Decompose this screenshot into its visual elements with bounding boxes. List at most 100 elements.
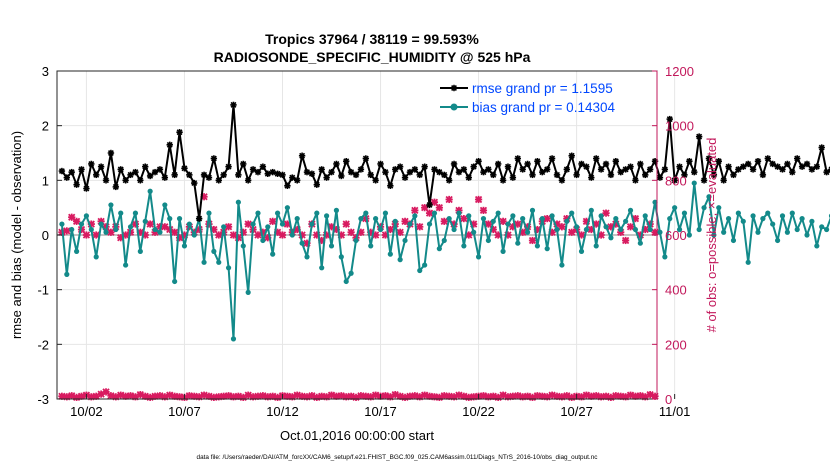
rmse-point (622, 166, 629, 173)
bias-point (83, 213, 90, 219)
rmse-point (166, 141, 173, 148)
obs-possible-marker (411, 206, 419, 215)
rmse-point (392, 166, 399, 173)
rmse-point (676, 163, 683, 170)
y-left-tick-label: 0 (42, 228, 49, 243)
rmse-point (210, 155, 218, 162)
bias-point (324, 213, 330, 219)
rmse-point (93, 171, 100, 179)
rmse-point (308, 170, 316, 177)
obs-possible-marker (528, 236, 537, 245)
rmse-point (455, 168, 463, 176)
bias-point (779, 213, 786, 219)
bias-point (118, 210, 124, 216)
rmse-point (470, 163, 477, 170)
rmse-point (421, 163, 428, 170)
y-left-tick-label: -2 (37, 337, 49, 352)
bias-point (515, 240, 521, 246)
data-file-footer: data file: /Users/raeder/DAI/ATM_forcXX/… (197, 454, 599, 461)
rmse-point (387, 182, 394, 189)
bias-point (392, 218, 398, 224)
bias-point (711, 232, 717, 238)
rmse-point (88, 160, 95, 168)
obs-possible-marker (484, 220, 493, 228)
bias-point (794, 226, 800, 233)
bias-point (186, 221, 192, 227)
rmse-point (784, 160, 791, 168)
rmse-point (406, 168, 414, 176)
rmse-point (543, 166, 551, 173)
obs-possible-marker (621, 236, 630, 245)
obs-possible-marker (479, 206, 488, 215)
bias-point (735, 210, 741, 216)
bias-point (294, 216, 300, 222)
obs-evaluated-marker (523, 392, 532, 400)
rmse-point (107, 149, 115, 157)
rmse-point (818, 144, 825, 151)
bias-point (510, 213, 516, 219)
rmse-point (769, 160, 776, 168)
bias-point (691, 180, 697, 186)
bias-point (211, 248, 217, 254)
bias-point (113, 226, 119, 233)
rmse-point (230, 101, 237, 109)
bias-point (98, 221, 104, 227)
rmse-point (362, 155, 370, 162)
chart-title-line2: RADIOSONDE_SPECIFIC_HUMIDITY @ 525 hPa (214, 49, 531, 65)
bias-point (809, 218, 815, 224)
rmse-point (58, 167, 66, 175)
bias-point (578, 248, 585, 254)
bias-point (289, 232, 295, 238)
bias-point (59, 221, 65, 227)
rmse-point (426, 201, 433, 209)
rmse-point (529, 171, 536, 179)
rmse-point (661, 166, 669, 173)
rmse-point (813, 163, 821, 170)
bias-point (167, 216, 173, 222)
rmse-point (744, 160, 752, 168)
bias-point (637, 240, 643, 246)
rmse-point (798, 163, 806, 170)
rmse-point (215, 177, 222, 184)
rmse-point (176, 129, 183, 136)
rmse-point (102, 177, 110, 184)
y-right-tick-label: 1000 (665, 119, 694, 134)
bias-point (162, 202, 168, 208)
rmse-point (244, 177, 252, 184)
rmse-point (372, 177, 379, 184)
rmse-point (289, 174, 296, 181)
rmse-point (338, 172, 345, 180)
plot-data-layer (57, 101, 830, 401)
bias-point (686, 232, 692, 238)
obs-possible-marker (269, 217, 277, 225)
bias-point (466, 213, 472, 219)
bias-point (662, 254, 668, 260)
bias-point (730, 237, 737, 244)
rmse-point (691, 168, 698, 176)
bias-point (623, 218, 629, 224)
bias-point (69, 226, 75, 233)
rmse-point (808, 166, 816, 173)
bias-point (534, 243, 540, 249)
rmse-point (225, 163, 232, 170)
bias-point (569, 210, 575, 216)
bias-point (524, 229, 531, 235)
rmse-point (793, 155, 801, 162)
obs-possible-marker (63, 227, 71, 235)
rmse-point (171, 171, 178, 179)
rmse-point (97, 163, 105, 170)
bias-point (451, 226, 457, 233)
bias-point (172, 278, 178, 285)
y-left-tick-label: 3 (42, 64, 49, 79)
bias-point (137, 248, 143, 254)
rmse-point (347, 168, 355, 176)
rmse-point (161, 174, 169, 181)
rmse-point (597, 166, 605, 173)
rmse-point (200, 171, 208, 179)
bias-point (681, 210, 688, 216)
bias-point (618, 226, 624, 233)
rmse-point (333, 160, 340, 168)
rmse-point (632, 177, 639, 184)
rmse-point (504, 163, 512, 170)
